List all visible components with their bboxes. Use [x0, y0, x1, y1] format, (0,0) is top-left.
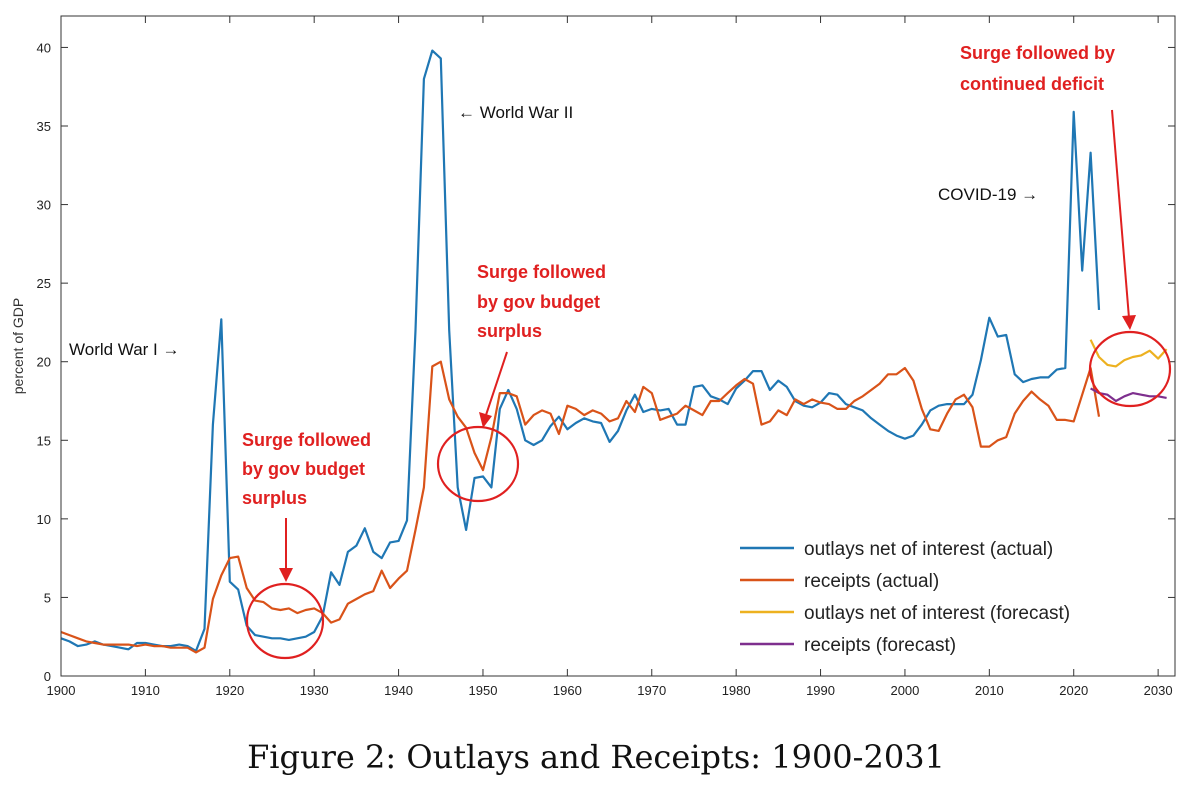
plot-frame: [60, 15, 1176, 677]
x-tick-label: 2010: [975, 683, 1004, 698]
series-line-3: [1090, 387, 1167, 403]
surge2-line1: Surge followed: [477, 262, 606, 282]
surge1-arrow: [279, 518, 293, 582]
surge1-line2: by gov budget: [242, 459, 365, 479]
surge2-line3: surplus: [477, 321, 542, 341]
y-tick-label: 0: [44, 669, 51, 684]
x-tick-label: 1960: [553, 683, 582, 698]
ww2-label: ← World War II: [458, 103, 573, 122]
x-tick-label: 1970: [637, 683, 666, 698]
plot-background: [61, 16, 1175, 676]
ww1-label: World War I →: [69, 340, 180, 359]
y-tick-label: 25: [37, 276, 51, 291]
surge3-line2: continued deficit: [960, 74, 1104, 94]
y-tick-label: 20: [37, 355, 51, 370]
covid-label: COVID-19 →: [938, 185, 1038, 204]
series-line-1: [60, 360, 1101, 654]
surge3-arrow: [1111, 109, 1136, 330]
y-tick-label: 5: [44, 590, 51, 605]
series-line-2: [1089, 339, 1168, 368]
legend: outlays net of interest (actual) receipt…: [740, 539, 1070, 656]
y-tick-label: 30: [37, 198, 51, 213]
surge2-arrow: [479, 351, 508, 428]
x-tick-label: 1900: [47, 683, 76, 698]
y-axis-ticks: 0 5 10 15 20 25 30 35 40: [37, 40, 1175, 684]
y-axis-label: percent of GDP: [10, 298, 26, 395]
surge1-line3: surplus: [242, 488, 307, 508]
surge2-circle: [436, 425, 520, 503]
surge2-annotation: Surge followed by gov budget surplus: [477, 262, 606, 341]
surge3-circle: [1088, 330, 1172, 408]
legend-label-receipts-actual: receipts (actual): [804, 571, 939, 592]
surge1-line1: Surge followed: [242, 430, 371, 450]
y-tick-label: 15: [37, 433, 51, 448]
surge3-line1: Surge followed by: [960, 43, 1115, 63]
legend-label-receipts-forecast: receipts (forecast): [804, 635, 956, 656]
surge2-line2: by gov budget: [477, 292, 600, 312]
outlays-receipts-chart: 1900 1910 1920 1930 1940 1950 1960 1970 1980 1990…: [10, 15, 1176, 698]
series-lines: [60, 49, 1168, 654]
x-tick-label: 1930: [300, 683, 329, 698]
x-tick-label: 1990: [806, 683, 835, 698]
y-tick-label: 35: [37, 119, 51, 134]
legend-label-outlays-forecast: outlays net of interest (forecast): [804, 603, 1070, 624]
x-tick-label: 1940: [384, 683, 413, 698]
x-tick-label: 1950: [469, 683, 498, 698]
x-tick-label: 1920: [215, 683, 244, 698]
x-tick-label: 2020: [1059, 683, 1088, 698]
x-tick-label: 2030: [1144, 683, 1173, 698]
surge3-annotation: Surge followed by continued deficit: [960, 43, 1115, 94]
legend-label-outlays-actual: outlays net of interest (actual): [804, 539, 1053, 560]
x-axis-ticks: 1900 1910 1920 1930 1940 1950 1960 1970 1980 1990…: [47, 16, 1173, 698]
x-tick-label: 2000: [890, 683, 919, 698]
x-tick-label: 1910: [131, 683, 160, 698]
y-tick-label: 40: [37, 40, 51, 55]
x-tick-label: 1980: [722, 683, 751, 698]
y-tick-label: 10: [37, 512, 51, 527]
surge1-annotation: Surge followed by gov budget surplus: [242, 430, 371, 508]
surge1-circle: [245, 582, 325, 660]
figure-caption: Figure 2: Outlays and Receipts: 1900-203…: [247, 738, 945, 776]
